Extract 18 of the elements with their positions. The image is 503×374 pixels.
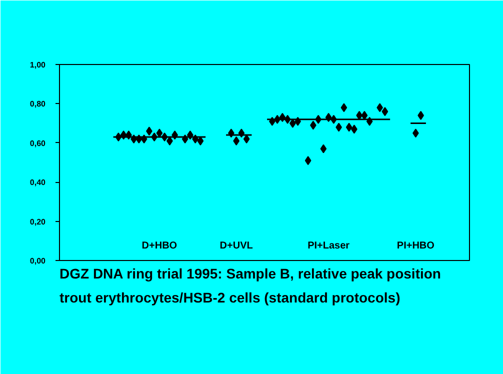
x-tick-label: D+HBO: [142, 240, 178, 252]
point: [304, 156, 312, 166]
point: [320, 144, 327, 154]
y-tick-label: 1,00: [30, 60, 46, 70]
text: DGZ DNA ring trial 1995: Sample B, relative peak position: [60, 266, 441, 282]
x-tick-label: PI+Laser: [308, 240, 350, 252]
y-tick-label: 0,40: [30, 178, 46, 188]
y-tick-label: 0,00: [30, 256, 46, 266]
y-tick-label: 0,20: [30, 217, 46, 226]
point: [382, 107, 388, 116]
x-tick-label: D+UVL: [220, 240, 253, 252]
x-tick-label: PI+HBO: [396, 240, 435, 252]
point: [346, 122, 352, 132]
point: [361, 110, 368, 120]
y-tick-label: 0,80: [30, 100, 46, 109]
point: [340, 103, 348, 112]
y-tick-label: 0,60: [30, 138, 46, 148]
text: trout erythrocytes/HSB-2 cells (standard protocols): [60, 290, 400, 306]
